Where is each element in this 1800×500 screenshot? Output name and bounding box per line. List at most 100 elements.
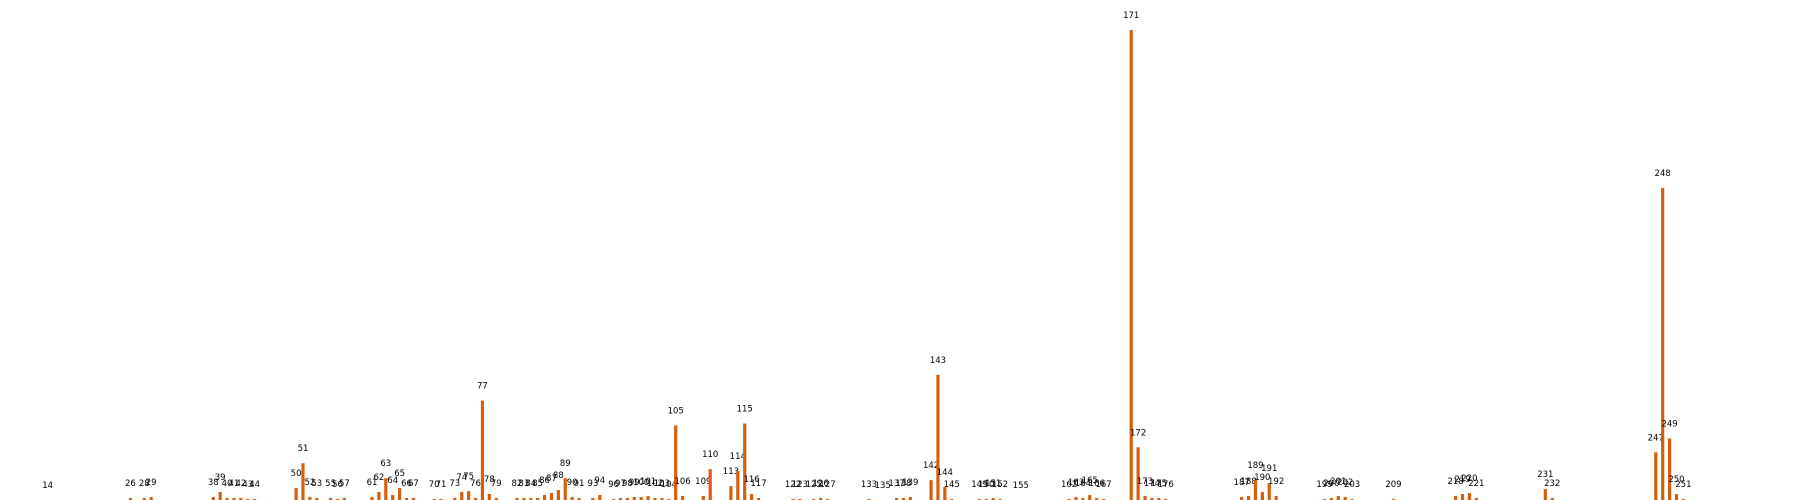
bar-label-127: 127: [819, 480, 835, 490]
bar-label-201: 201: [1330, 477, 1346, 487]
bar-114: [736, 471, 740, 500]
bar-144: [943, 487, 947, 500]
bar-label-219: 219: [1454, 475, 1470, 485]
bar-label-61: 61: [367, 478, 378, 488]
bar-label-151: 151: [985, 479, 1001, 489]
bar-51: [301, 463, 305, 500]
bar-label-100: 100: [633, 478, 649, 488]
bar-55: [328, 498, 333, 500]
bar-138: [901, 498, 906, 500]
bar-115: [743, 423, 747, 500]
bar-label-200: 200: [1323, 479, 1339, 489]
bar-165: [1088, 495, 1092, 500]
bar-90: [570, 497, 574, 500]
bar-label-162: 162: [1061, 480, 1077, 490]
bar-label-14: 14: [42, 481, 53, 491]
bar-109: [701, 496, 705, 500]
bar-220: [1467, 493, 1472, 500]
bar-label-44: 44: [249, 480, 260, 490]
bar-151: [991, 498, 995, 500]
bar-86: [542, 495, 547, 500]
bar-67: [411, 498, 416, 500]
bar-247: [1654, 452, 1658, 500]
bar-label-155: 155: [1013, 481, 1029, 491]
bar-label-50: 50: [291, 469, 302, 479]
bar-label-133: 133: [861, 480, 877, 490]
bar-78: [487, 494, 491, 500]
bar-label-84: 84: [525, 479, 536, 489]
bar-65: [398, 488, 402, 500]
bar-164: [1081, 498, 1085, 500]
bar-label-74: 74: [456, 473, 467, 483]
bar-57: [342, 498, 346, 500]
bar-84: [529, 498, 533, 500]
bar-label-122: 122: [785, 480, 801, 490]
bar-label-149: 149: [971, 480, 987, 490]
bar-94: [598, 495, 602, 500]
bar-label-135: 135: [875, 481, 891, 491]
bar-label-126: 126: [813, 479, 829, 489]
bar-190: [1260, 492, 1264, 500]
bar-87: [549, 493, 554, 500]
bar-221: [1474, 498, 1478, 500]
bar-label-57: 57: [339, 479, 350, 489]
bar-label-62: 62: [373, 473, 384, 483]
bar-label-123: 123: [792, 480, 808, 490]
bar-79: [494, 498, 498, 500]
bar-116: [750, 494, 754, 500]
bar-label-73: 73: [449, 479, 460, 489]
bar-label-203: 203: [1344, 480, 1360, 490]
bar-label-163: 163: [1068, 478, 1084, 488]
bar-83: [522, 498, 526, 500]
bar-label-55: 55: [325, 479, 336, 489]
bar-249: [1667, 438, 1672, 500]
bar-50: [294, 488, 298, 500]
bar-label-71: 71: [436, 480, 447, 490]
bar-40: [225, 498, 229, 500]
bar-label-221: 221: [1468, 479, 1484, 489]
bar-label-250: 250: [1668, 475, 1684, 485]
bar-label-90: 90: [567, 478, 578, 488]
bar-label-192: 192: [1268, 477, 1284, 487]
bar-113: [729, 486, 733, 500]
bar-label-139: 139: [902, 478, 918, 488]
bar-label-209: 209: [1385, 480, 1401, 490]
bar-232: [1550, 498, 1554, 500]
bar-label-114: 114: [730, 452, 746, 462]
bar-187: [1240, 497, 1244, 500]
bar-166: [1095, 498, 1099, 500]
bar-label-202: 202: [1337, 478, 1353, 488]
bar-101: [646, 496, 650, 500]
bar-label-247: 247: [1648, 433, 1664, 443]
bar-88: [556, 490, 560, 500]
bar-172: [1136, 447, 1140, 500]
bar-label-109: 109: [695, 477, 711, 487]
bar-label-43: 43: [242, 480, 253, 490]
bar-201: [1336, 496, 1340, 500]
bar-73: [453, 498, 457, 500]
bar-143: [936, 374, 940, 500]
bar-41: [232, 498, 236, 500]
bar-label-29: 29: [146, 478, 157, 488]
bar-102: [653, 498, 657, 500]
bar-103: [660, 498, 664, 500]
bar-74: [460, 492, 464, 500]
bar-label-91: 91: [574, 479, 585, 489]
bar-label-199: 199: [1316, 480, 1332, 490]
bar-117: [756, 498, 761, 500]
bar-98: [625, 498, 629, 500]
bar-label-56: 56: [332, 480, 343, 490]
bar-label-125: 125: [806, 480, 822, 490]
bar-label-172: 172: [1130, 428, 1146, 438]
bar-91: [577, 498, 581, 500]
bar-label-104: 104: [661, 480, 677, 490]
bar-label-145: 145: [944, 480, 960, 490]
bar-42: [239, 498, 243, 500]
bar-163: [1074, 497, 1078, 500]
bar-label-187: 187: [1234, 478, 1250, 488]
bar-75: [467, 491, 471, 500]
bar-label-51: 51: [298, 444, 309, 454]
bar-label-87: 87: [546, 474, 557, 484]
bar-label-83: 83: [518, 479, 529, 489]
bar-label-88: 88: [553, 471, 564, 481]
